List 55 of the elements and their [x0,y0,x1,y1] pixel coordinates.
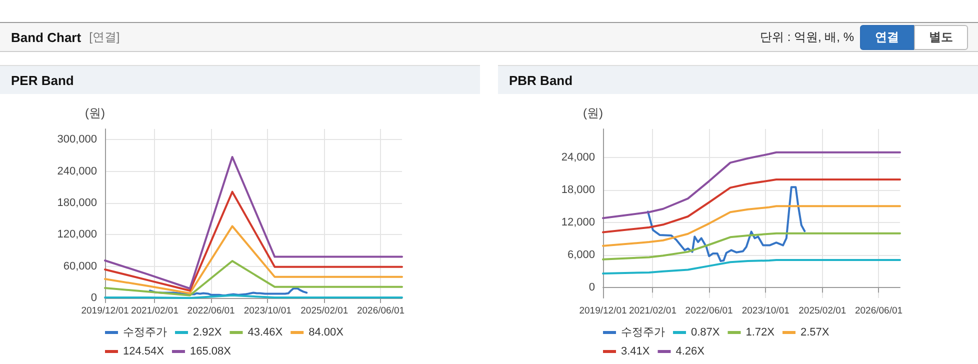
text: 단위 : 억원, 배, % [760,28,854,46]
y-tick-label: 120,000 [57,228,97,241]
x-tick-label: 2022/06/01 [685,306,733,316]
line-series [104,156,403,290]
legend-label: 165.08X [190,346,232,358]
line-series [104,190,403,292]
y-tick-label: 24,000 [561,151,595,164]
x-tick-label: 2019/12/01 [579,306,627,316]
text: Band Chart [11,30,82,44]
line-series [602,178,901,234]
y-tick-label: 300,000 [57,134,97,146]
line-series [602,151,901,220]
x-tick-label: 2025/02/01 [300,306,348,316]
legend-label: 84.00X [308,326,344,338]
y-axis-title: (원) [583,106,603,120]
x-tick-label: 2023/10/01 [742,306,790,316]
legend-label: 124.54X [123,346,165,358]
legend-label: 43.46X [248,326,284,338]
text: [연결] [89,28,120,46]
line-series [646,186,806,262]
toggle-button: 연결 [860,24,914,50]
legend-label: 수정주가 [621,326,665,338]
legend-label: 0.87X [691,326,720,338]
y-tick-label: 12,000 [561,216,595,228]
x-tick-label: 2019/12/01 [81,306,129,316]
legend-label: 2.92X [193,326,222,338]
x-tick-label: 2022/06/01 [187,306,235,316]
y-tick-label: 180,000 [57,196,97,209]
toggle-button: 별도 [914,24,968,50]
legend-label: 2.57X [800,326,830,338]
y-tick-label: 18,000 [561,184,595,196]
y-axis-title: (원) [85,106,105,120]
y-tick-label: 0 [90,292,97,304]
x-tick-label: 2025/02/01 [798,306,846,316]
legend-label: 4.26X [676,346,706,358]
legend-label: 수정주가 [123,326,167,338]
y-tick-label: 240,000 [57,165,97,178]
y-tick-label: 60,000 [63,260,97,272]
y-tick-label: 0 [588,282,595,294]
line-series [104,225,403,294]
line-series [602,232,901,260]
x-tick-label: 2023/10/01 [244,306,292,316]
y-tick-label: 6,000 [567,249,595,262]
line-series [104,260,403,296]
line-series [602,258,901,275]
line-series [148,287,308,296]
x-tick-label: 2026/06/01 [854,306,903,316]
x-tick-label: 2021/02/01 [130,306,178,316]
legend-label: 1.72X [746,326,776,338]
x-tick-label: 2021/02/01 [628,306,676,316]
chart-title: PBR Band [498,66,978,94]
chart-title: PER Band [0,66,480,94]
line-series [602,205,901,247]
x-tick-label: 2026/06/01 [356,306,405,316]
legend-label: 3.41X [621,346,650,358]
